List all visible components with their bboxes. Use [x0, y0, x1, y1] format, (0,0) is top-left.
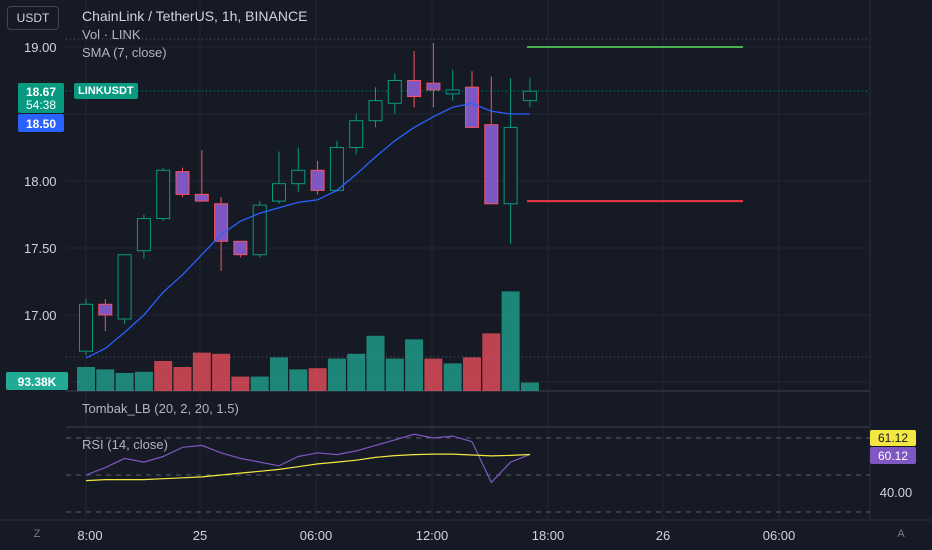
sma-price-label: 18.50 [26, 117, 56, 131]
volume-bar [250, 376, 269, 391]
rsi-axis-label: 40.00 [880, 485, 913, 500]
price-tick: 17.50 [24, 241, 57, 256]
rsi-value: 60.12 [878, 449, 908, 463]
currency-button[interactable]: USDT [7, 6, 59, 30]
volume-bar [173, 367, 192, 391]
volume-bar [385, 358, 404, 391]
candle-up [79, 303, 93, 352]
volume-bar [154, 361, 173, 391]
current-price-badge [18, 83, 64, 113]
candle-down [484, 124, 499, 205]
volume-bar [347, 353, 366, 391]
time-tick: 25 [193, 528, 207, 543]
volume-bar [327, 358, 346, 391]
volume-bar [270, 357, 288, 391]
volume-bar [463, 357, 481, 391]
auto-scale-button[interactable]: A [897, 528, 905, 540]
candle-up [445, 89, 460, 95]
candle-down [214, 203, 229, 242]
volume-bar [212, 353, 231, 391]
tombak-legend[interactable]: Tombak_LB (20, 2, 20, 1.5) [82, 401, 239, 416]
countdown-label: 54:38 [26, 98, 56, 112]
candle-down [465, 86, 479, 128]
volume-bar [520, 382, 539, 391]
candle-up [503, 126, 518, 205]
symbol-tag: LINKUSDT [74, 83, 138, 99]
volume-bars [77, 291, 539, 391]
candle-up [156, 169, 171, 220]
volume-bar [405, 339, 424, 391]
volume-badge [6, 372, 68, 390]
rsi-badge [870, 447, 916, 464]
time-tick: 8:00 [77, 528, 102, 543]
candle-down [175, 171, 190, 195]
time-tick: 06:00 [763, 528, 796, 543]
rsi-line [85, 433, 531, 484]
candlesticks [79, 42, 537, 356]
candle-down [310, 169, 325, 191]
volume-bar [192, 352, 211, 391]
candle-up [387, 80, 402, 104]
candle-down [407, 80, 422, 98]
volume-bar [482, 333, 501, 391]
price-axis[interactable]: 19.00 18.00 17.50 17.00 [24, 40, 57, 323]
timezone-z-button[interactable]: Z [33, 528, 41, 540]
candle-up [252, 204, 267, 256]
volume-legend[interactable]: Vol · LINK [82, 27, 141, 42]
rsi-ma-badge [870, 430, 916, 446]
volume-bar [231, 376, 250, 391]
price-tick: 17.00 [24, 308, 57, 323]
candle-up [136, 218, 151, 252]
volume-bar [115, 373, 134, 391]
volume-bar [77, 367, 95, 391]
volume-label: 93.38K [18, 375, 57, 389]
candle-down [194, 193, 209, 202]
candle-down [426, 82, 441, 91]
sma-price-badge [18, 114, 64, 132]
volume-bar [501, 291, 520, 391]
rsi-ma-line [85, 453, 530, 482]
candle-up [291, 169, 306, 185]
candle-up [522, 90, 537, 102]
volume-bar [443, 363, 462, 391]
volume-bar [289, 369, 308, 391]
rsi-legend[interactable]: RSI (14, close) [82, 437, 168, 452]
time-tick: 06:00 [300, 528, 333, 543]
candle-up [329, 147, 344, 191]
volume-bar [134, 371, 153, 391]
volume-bar [308, 368, 327, 391]
volume-bar [96, 369, 115, 391]
candle-up [117, 254, 132, 320]
price-tick: 18.00 [24, 174, 57, 189]
candle-down [98, 303, 113, 316]
current-price-label: 18.67 [26, 85, 56, 99]
time-tick: 12:00 [416, 528, 449, 543]
chart-title[interactable]: ChainLink / TetherUS, 1h, BINANCE [82, 8, 308, 24]
time-axis[interactable]: 8:00 25 06:00 12:00 18:00 26 06:00 [77, 528, 795, 543]
sma-legend[interactable]: SMA (7, close) [82, 45, 167, 60]
candle-up [272, 183, 286, 202]
grid [66, 0, 870, 520]
time-tick: 18:00 [532, 528, 565, 543]
price-tick: 19.00 [24, 40, 57, 55]
rsi-ma-value: 61.12 [878, 431, 908, 445]
time-tick: 26 [656, 528, 670, 543]
candle-up [368, 100, 383, 122]
candle-up [349, 120, 364, 148]
candle-down [233, 240, 248, 256]
volume-bar [424, 358, 443, 391]
volume-bar [366, 335, 385, 391]
sma-line [85, 102, 530, 359]
